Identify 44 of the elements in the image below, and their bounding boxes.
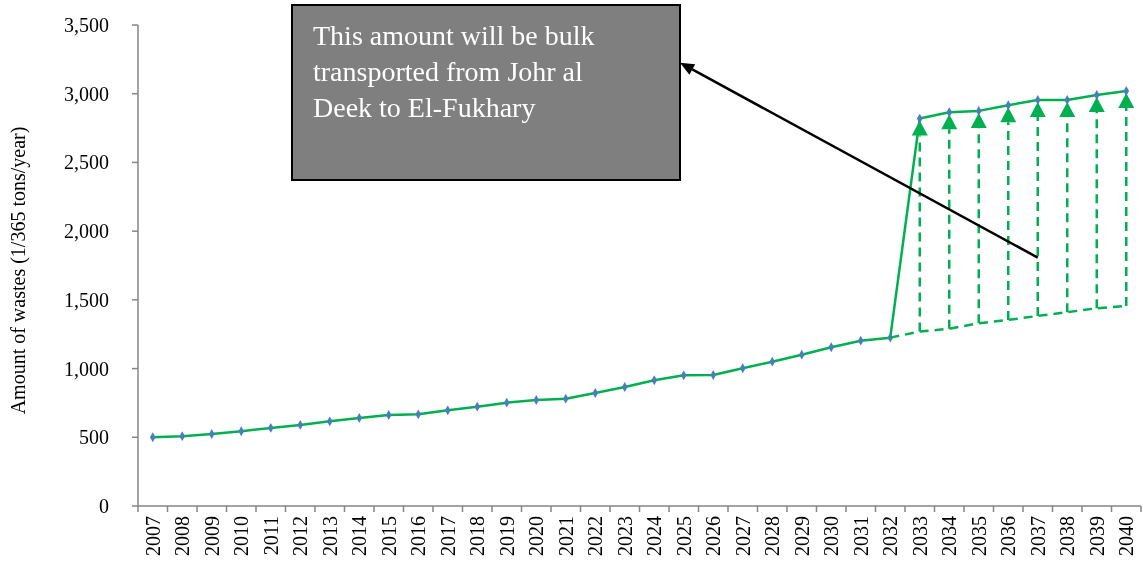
x-tick-label: 2026 xyxy=(702,516,725,556)
x-tick-label: 2031 xyxy=(849,516,872,556)
y-tick-label: 1,500 xyxy=(64,288,109,311)
y-axis-title: Amount of wastes (1/365 tons/year) xyxy=(7,126,30,415)
x-tick-label: 2037 xyxy=(1026,516,1049,556)
y-tick-label: 1,000 xyxy=(64,357,109,380)
x-tick-label: 2012 xyxy=(289,516,312,556)
x-tick-label: 2019 xyxy=(495,516,518,556)
x-tick-label: 2038 xyxy=(1056,516,1079,556)
y-tick-label: 3,000 xyxy=(64,82,109,105)
x-tick-label: 2013 xyxy=(318,516,341,556)
x-tick-label: 2015 xyxy=(377,516,400,556)
x-tick-label: 2010 xyxy=(230,516,253,556)
x-tick-label: 2029 xyxy=(790,516,813,556)
x-tick-label: 2023 xyxy=(613,516,636,556)
x-tick-label: 2040 xyxy=(1115,516,1138,556)
y-tick-label: 3,500 xyxy=(64,14,109,36)
x-tick-label: 2017 xyxy=(436,516,459,556)
x-tick-label: 2036 xyxy=(997,516,1020,556)
y-tick-label: 0 xyxy=(99,495,109,517)
y-tick-label: 2,000 xyxy=(64,220,109,243)
x-tick-label: 2028 xyxy=(761,516,784,556)
x-tick-label: 2035 xyxy=(967,516,990,556)
x-tick-label: 2007 xyxy=(141,516,164,556)
x-tick-label: 2032 xyxy=(879,516,902,556)
x-tick-label: 2025 xyxy=(672,516,695,556)
y-tick-label: 500 xyxy=(79,426,109,449)
x-tick-label: 2022 xyxy=(584,516,607,556)
annotation: This amount will be bulk transported from Johr al Deek to El-Fukhary xyxy=(313,20,595,123)
y-tick-label: 2,500 xyxy=(64,151,109,174)
x-tick-label: 2020 xyxy=(525,516,548,556)
x-tick-label: 2033 xyxy=(908,516,931,556)
x-tick-label: 2030 xyxy=(820,516,843,556)
x-tick-label: 2011 xyxy=(259,516,282,556)
x-tick-label: 2021 xyxy=(554,516,577,556)
x-tick-label: 2024 xyxy=(643,516,666,556)
x-tick-label: 2018 xyxy=(466,516,489,556)
x-tick-label: 2027 xyxy=(731,516,754,556)
x-tick-label: 2039 xyxy=(1085,516,1108,556)
x-tick-label: 2034 xyxy=(938,516,961,556)
x-tick-label: 2009 xyxy=(200,516,223,556)
x-tick-label: 2014 xyxy=(348,516,371,556)
x-tick-label: 2008 xyxy=(171,516,194,556)
x-tick-label: 2016 xyxy=(407,516,430,556)
